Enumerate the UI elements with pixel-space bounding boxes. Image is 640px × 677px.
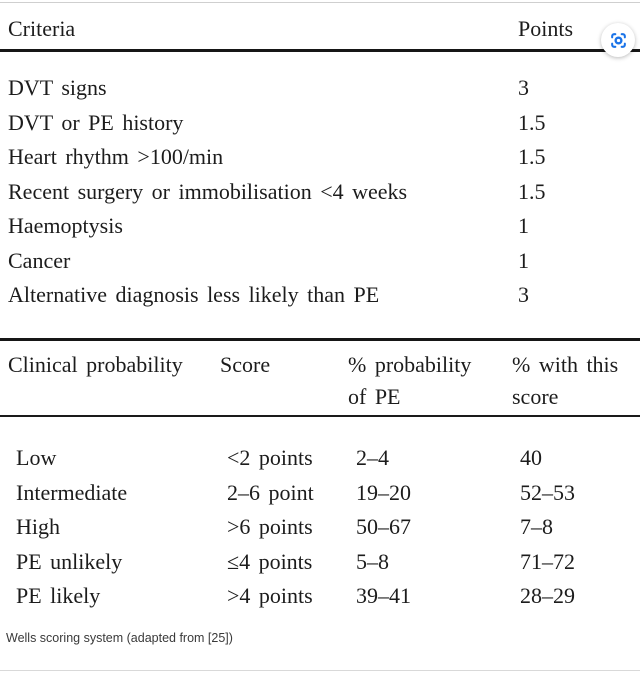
lens-icon — [610, 32, 626, 48]
table-rule — [0, 49, 640, 52]
criteria-row: DVT or PE history 1.5 — [8, 106, 634, 141]
score-cell: 2–6 point — [227, 479, 314, 505]
clinical-probability-cell: PE likely — [16, 583, 101, 608]
probability-row: PE unlikely ≤4 points 5–8 71–72 — [16, 545, 634, 580]
score-share-cell: 71–72 — [520, 548, 575, 574]
score-share-header: % with this score — [512, 352, 619, 409]
probability-table-header: Clinical probability Score % probability… — [8, 349, 634, 413]
score-share-cell: 28–29 — [520, 583, 575, 608]
points-header: Points — [518, 16, 574, 41]
clinical-probability-cell: Low — [16, 445, 57, 470]
score-share-cell: 40 — [520, 445, 542, 470]
criteria-table-body: DVT signs 3 DVT or PE history 1.5 Heart … — [8, 71, 634, 313]
points-cell: 3 — [518, 75, 529, 100]
score-share-cell: 7–8 — [520, 514, 553, 539]
score-header: Score — [220, 352, 271, 377]
points-cell: 1 — [518, 213, 529, 238]
criteria-row: DVT signs 3 — [8, 71, 634, 106]
criteria-row: Alternative diagnosis less likely than P… — [8, 278, 634, 313]
criteria-header: Criteria — [8, 16, 76, 41]
criteria-cell: Cancer — [8, 247, 71, 273]
criteria-row: Heart rhythm >100/min 1.5 — [8, 140, 634, 175]
pe-probability-cell: 50–67 — [356, 514, 411, 539]
criteria-table-header: Criteria Points — [8, 14, 634, 44]
score-cell: <2 points — [227, 445, 313, 470]
clinical-probability-cell: High — [16, 514, 60, 539]
criteria-row: Recent surgery or immobilisation <4 week… — [8, 175, 634, 210]
score-cell: >6 points — [227, 514, 313, 539]
points-cell: 1 — [518, 247, 529, 273]
score-cell: >4 points — [227, 583, 313, 608]
probability-row: Low <2 points 2–4 40 — [16, 441, 634, 476]
criteria-row: Haemoptysis 1 — [8, 209, 634, 244]
clinical-probability-header: Clinical probability — [8, 352, 183, 377]
table-rule — [0, 415, 640, 417]
criteria-cell: DVT or PE history — [8, 109, 184, 135]
criteria-cell: Heart rhythm >100/min — [8, 144, 224, 169]
probability-row: High >6 points 50–67 7–8 — [16, 510, 634, 545]
score-cell: ≤4 points — [227, 548, 313, 574]
clinical-probability-cell: PE unlikely — [16, 548, 123, 574]
pe-probability-cell: 39–41 — [356, 583, 411, 608]
criteria-cell: Alternative diagnosis less likely than P… — [8, 282, 380, 307]
table-caption: Wells scoring system (adapted from [25]) — [6, 631, 233, 645]
probability-row: Intermediate 2–6 point 19–20 52–53 — [16, 476, 634, 511]
pe-probability-header: % probability of PE — [348, 352, 472, 409]
points-cell: 1.5 — [518, 178, 546, 204]
criteria-row: Cancer 1 — [8, 244, 634, 279]
score-share-cell: 52–53 — [520, 479, 575, 505]
probability-table-body: Low <2 points 2–4 40 Intermediate 2–6 po… — [16, 441, 634, 614]
top-divider — [0, 2, 640, 3]
table-rule — [0, 338, 640, 341]
criteria-cell: Haemoptysis — [8, 213, 123, 238]
criteria-cell: Recent surgery or immobilisation <4 week… — [8, 178, 408, 204]
points-cell: 1.5 — [518, 144, 546, 169]
probability-row: PE likely >4 points 39–41 28–29 — [16, 579, 634, 614]
bottom-divider — [0, 670, 640, 671]
criteria-cell: DVT signs — [8, 75, 107, 100]
pe-probability-cell: 19–20 — [356, 479, 411, 505]
clinical-probability-cell: Intermediate — [16, 479, 128, 505]
image-search-button[interactable] — [601, 23, 635, 57]
pe-probability-cell: 2–4 — [356, 445, 389, 470]
points-cell: 3 — [518, 282, 529, 307]
pe-probability-cell: 5–8 — [356, 548, 389, 574]
points-cell: 1.5 — [518, 109, 546, 135]
